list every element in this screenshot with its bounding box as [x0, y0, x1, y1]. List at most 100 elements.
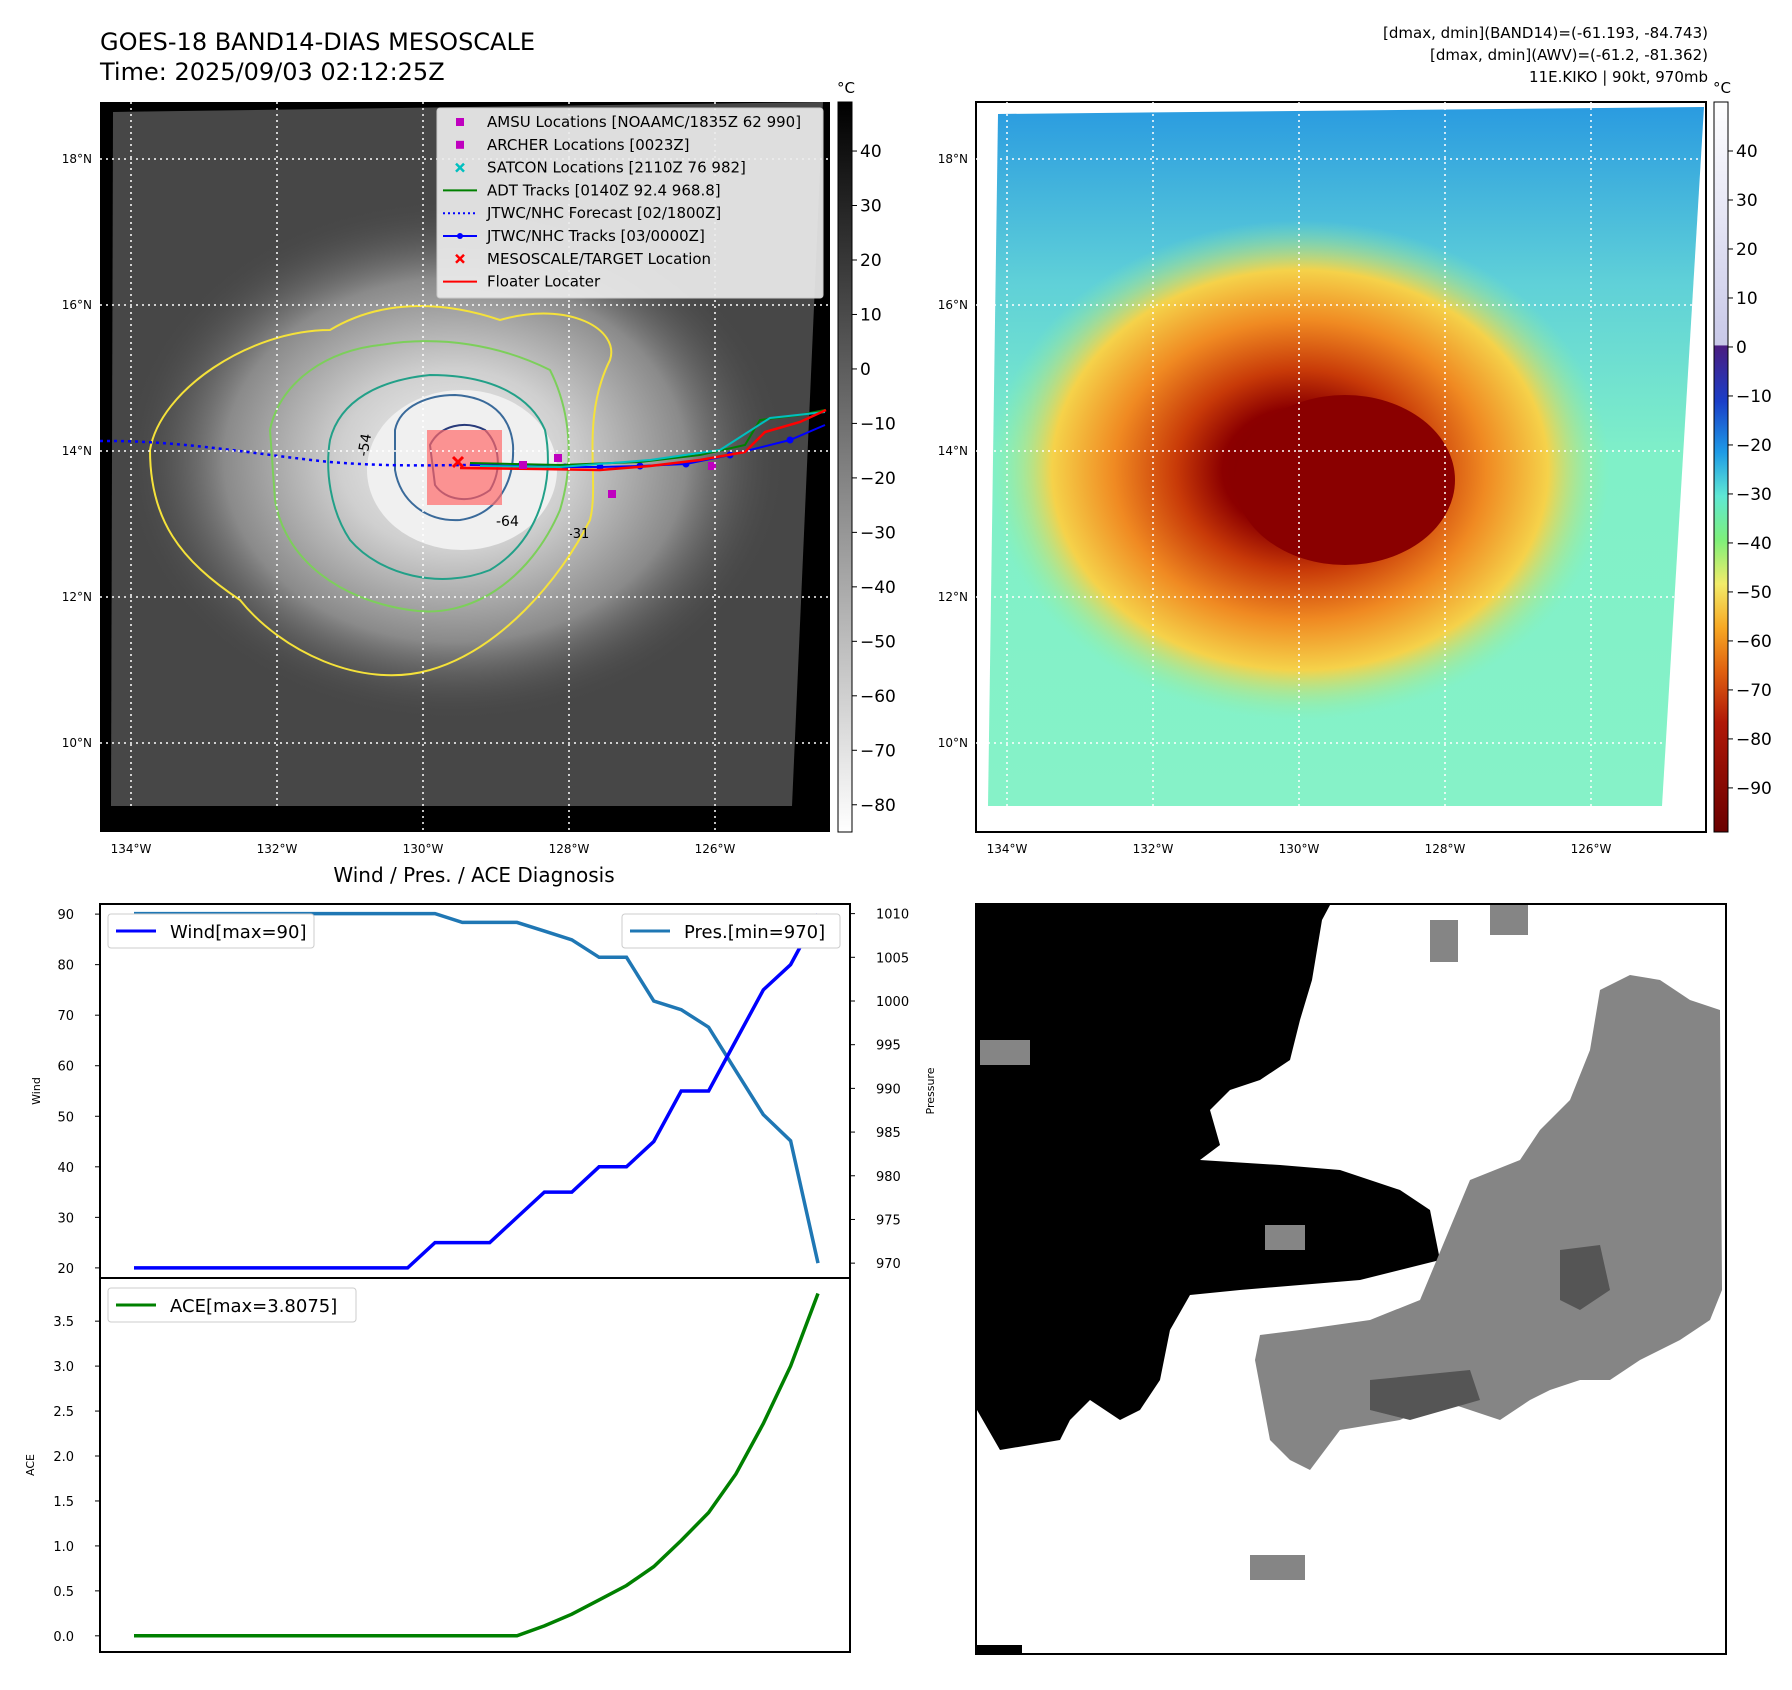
wmg-black-region — [977, 905, 1440, 1450]
wind-ytick-label: 50 — [57, 1110, 74, 1125]
ir-map-lon-tick: 126°W — [695, 842, 736, 856]
ace-axis-label: ACE — [24, 1454, 37, 1476]
contour-slate — [394, 393, 515, 522]
colorbar-tick-label: −70 — [1736, 681, 1772, 701]
contour-teal — [327, 373, 549, 580]
copyright-box — [100, 806, 415, 832]
awv-map-lon-tick: 126°W — [1571, 842, 1612, 856]
ir-map-lat-tick: 18°N — [62, 152, 92, 166]
figure-title: GOES-18 BAND14-DIAS MESOSCALE — [100, 28, 535, 56]
ace-ytick-label: 3.0 — [53, 1360, 74, 1375]
legend-marker — [456, 140, 464, 149]
wind-ytick-label: 70 — [57, 1009, 74, 1024]
awv-map-lat-tick: 14°N — [938, 444, 968, 458]
colorbar-tick-label: −30 — [860, 523, 896, 543]
awv-map-gridlines — [976, 102, 1706, 832]
pressure-ytick-label: 1005 — [876, 951, 909, 966]
awv-map-lon-tick: 134°W — [987, 842, 1028, 856]
ir-colorbar-unit: °C — [837, 79, 855, 97]
ace-ytick-label: 3.5 — [53, 1315, 74, 1330]
colorbar-tick-label: −40 — [1736, 534, 1772, 554]
colorbar-tick-label: −30 — [1736, 485, 1772, 505]
awv-map-lat-tick: 16°N — [938, 298, 968, 312]
wmg-darkgray-region — [1370, 1245, 1610, 1420]
ir-map-lon-tick: 130°W — [403, 842, 444, 856]
archer-marker-2 — [708, 462, 716, 470]
legend-box — [436, 107, 824, 299]
wmg-black-corner — [977, 1645, 1022, 1653]
wind-ytick-label: 60 — [57, 1060, 74, 1075]
pressure-ytick-label: 990 — [876, 1082, 901, 1097]
ace-legend-label: ACE[max=3.8075] — [170, 1296, 337, 1317]
colorbar-tick-label: −20 — [1736, 436, 1772, 456]
ir-map-lon-tick: 134°W — [111, 842, 152, 856]
ace-ytick-label: 2.0 — [53, 1450, 74, 1465]
wind-ytick-label: 40 — [57, 1161, 74, 1176]
diagnosis-panel: Wind / Pres. / ACE Diagnosis Wind Pressu… — [24, 863, 937, 1653]
legend-marker — [455, 253, 465, 264]
amsu-marker-1 — [554, 454, 562, 462]
legend-marker-dot — [457, 233, 463, 239]
pressure-legend-label: Pres.[min=970] — [684, 922, 825, 943]
wind-ytick-label: 80 — [57, 959, 74, 974]
colorbar-tick-label: 10 — [1736, 289, 1758, 309]
copyright-text: Copyright © 2020-2025 Dapiya — [104, 810, 383, 829]
ace-line — [134, 1292, 820, 1638]
ir-map-lat-tick: 12°N — [62, 590, 92, 604]
pressure-legend: Pres.[min=970] — [621, 913, 841, 949]
pressure-ytick-label: 975 — [876, 1213, 901, 1228]
wind-line — [134, 913, 820, 1270]
satcon-track — [479, 411, 826, 469]
colorbar-tick-label: 20 — [860, 251, 882, 271]
colorbar-tick-label: 30 — [1736, 191, 1758, 211]
colorbar-tick-label: 40 — [1736, 142, 1758, 162]
colorbar-tick-label: −90 — [1736, 779, 1772, 799]
amsu-marker-2 — [608, 490, 616, 498]
pressure-ytick-label: 1000 — [876, 995, 909, 1010]
ir-map-lat-tick: 16°N — [62, 298, 92, 312]
pressure-ytick-label: 985 — [876, 1126, 901, 1141]
colorbar-tick-label: 10 — [860, 305, 882, 325]
ir-colorbar-gradient — [837, 101, 853, 833]
pressure-ytick-label: 1010 — [876, 908, 909, 923]
colorbar-tick-label: −40 — [860, 578, 896, 598]
colorbar-tick-label: 0 — [860, 360, 871, 380]
ace-legend: ACE[max=3.8075] — [107, 1287, 357, 1323]
ace-ytick-label: 1.5 — [53, 1495, 74, 1510]
pressure-axis-label: Pressure — [924, 1067, 937, 1114]
colorbar-tick-label: −80 — [860, 796, 896, 816]
wmg-panel: WMG Count: 0 — [975, 903, 1727, 1655]
wmg-gray-patch-1 — [1430, 920, 1458, 962]
ir-map-lat-tick: 14°N — [62, 444, 92, 458]
awv-map-lon-tick: 132°W — [1133, 842, 1174, 856]
colorbar-tick-label: −80 — [1736, 730, 1772, 750]
awv-map-panel: 134°W 132°W 130°W 128°W 126°W 18°N 16°N 14°N 12°… — [938, 101, 1707, 856]
colorbar-tick-label: 20 — [1736, 240, 1758, 260]
awv-map-lon-tick: 128°W — [1425, 842, 1466, 856]
wmg-gray-patch-4 — [1250, 1555, 1305, 1580]
ace-ytick-label: 0.0 — [53, 1630, 74, 1645]
wind-ytick-label: 90 — [57, 908, 74, 923]
dmax-awv-text: [dmax, dmin](AWV)=(-61.2, -81.362) — [1430, 46, 1708, 64]
awv-colorbar: °C 40 30 20 10 0 −10 −20 −30 −40 −50 −60 −70 −80 −90 — [1713, 79, 1772, 833]
ace-ytick-label: 2.5 — [53, 1405, 74, 1420]
ir-map-legend: AMSU Locations [NOAAMC/1835Z 62 990] ARCH… — [436, 107, 824, 299]
colorbar-tick-label: −10 — [860, 414, 896, 434]
legend-marker — [456, 118, 464, 126]
awv-map-lon-tick: 130°W — [1279, 842, 1320, 856]
floater-track — [459, 408, 827, 472]
jtwc-forecast-track — [99, 439, 471, 467]
storm-info-text: 11E.KIKO | 90kt, 970mb — [1529, 68, 1708, 86]
pressure-ytick-label: 995 — [876, 1039, 901, 1054]
legend-label: ADT Tracks [0140Z 92.4 968.8] — [487, 181, 721, 199]
ace-ytick-label: 0.5 — [53, 1585, 74, 1600]
archer-marker — [519, 461, 527, 469]
legend-label: JTWC/NHC Tracks [03/0000Z] — [486, 227, 705, 245]
colorbar-tick-label: −20 — [860, 469, 896, 489]
awv-colorbar-unit: °C — [1713, 79, 1731, 97]
colorbar-tick-label: 30 — [860, 197, 882, 217]
ir-map-lon-tick: 128°W — [549, 842, 590, 856]
pressure-ytick-label: 970 — [876, 1257, 901, 1272]
legend-label: AMSU Locations [NOAAMC/1835Z 62 990] — [487, 113, 801, 131]
